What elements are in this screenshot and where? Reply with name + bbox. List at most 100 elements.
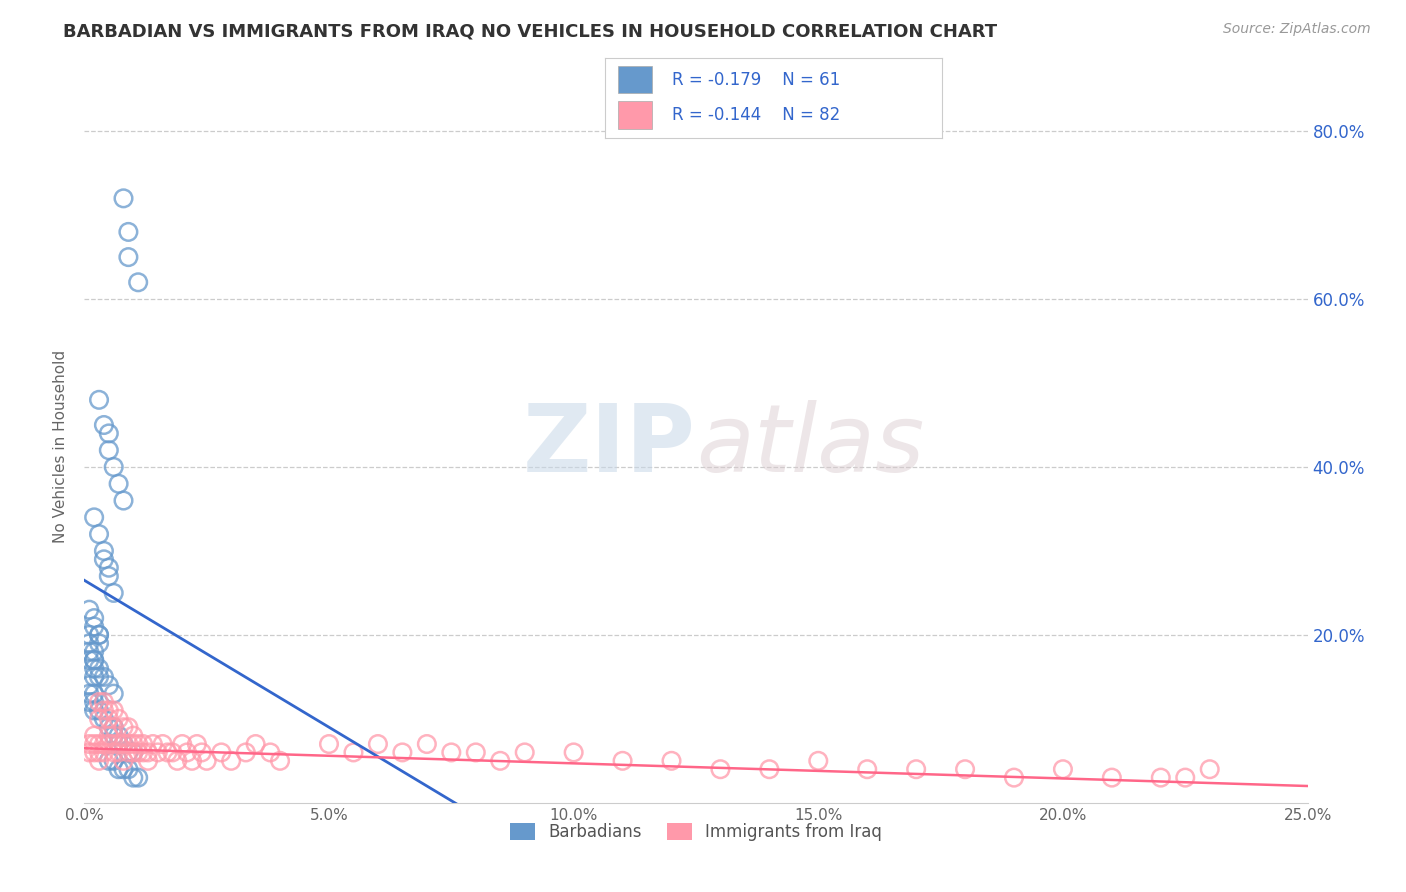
Point [162, 746, 184, 760]
Point [97, 729, 120, 743]
Point [112, 493, 135, 508]
Point [87, 746, 110, 760]
Point [489, 754, 512, 768]
Point [195, 754, 218, 768]
Point [107, 476, 129, 491]
Legend: Barbadians, Immigrants from Iraq: Barbadians, Immigrants from Iraq [503, 816, 889, 848]
Point [146, 746, 169, 760]
Point [77, 603, 100, 617]
Text: R = -0.144    N = 82: R = -0.144 N = 82 [672, 106, 841, 124]
Point [176, 746, 198, 760]
Point [97, 712, 120, 726]
Point [83, 510, 105, 524]
Text: R = -0.179    N = 61: R = -0.179 N = 61 [672, 70, 841, 88]
Point [122, 729, 145, 743]
Point [77, 628, 100, 642]
Point [142, 737, 165, 751]
Point [83, 619, 105, 633]
Point [107, 737, 129, 751]
Point [103, 746, 125, 760]
Point [83, 661, 105, 675]
Point [93, 670, 115, 684]
Point [87, 628, 110, 642]
Point [83, 746, 105, 760]
Point [136, 754, 159, 768]
Point [103, 586, 125, 600]
Point [103, 720, 125, 734]
Point [132, 746, 155, 760]
Point [107, 712, 129, 726]
Point [112, 737, 135, 751]
Point [107, 729, 129, 743]
Point [562, 746, 585, 760]
Point [1150, 771, 1173, 785]
Point [103, 703, 125, 717]
Point [612, 754, 634, 768]
Point [117, 225, 139, 239]
Point [103, 720, 125, 734]
Point [122, 746, 145, 760]
Point [127, 771, 149, 785]
Point [97, 754, 120, 768]
Point [181, 754, 204, 768]
Point [97, 703, 120, 717]
Point [87, 712, 110, 726]
Point [103, 729, 125, 743]
Point [464, 746, 486, 760]
Point [127, 275, 149, 289]
Point [93, 712, 115, 726]
Point [259, 746, 281, 760]
Point [87, 703, 110, 717]
Point [122, 771, 145, 785]
Text: Source: ZipAtlas.com: Source: ZipAtlas.com [1223, 22, 1371, 37]
Point [93, 552, 115, 566]
Point [83, 611, 105, 625]
Point [83, 653, 105, 667]
Point [83, 670, 105, 684]
Text: BARBADIAN VS IMMIGRANTS FROM IRAQ NO VEHICLES IN HOUSEHOLD CORRELATION CHART: BARBADIAN VS IMMIGRANTS FROM IRAQ NO VEH… [63, 22, 997, 40]
Text: ZIP: ZIP [523, 400, 696, 492]
Point [112, 754, 135, 768]
Point [416, 737, 439, 751]
Point [87, 636, 110, 650]
Point [103, 754, 125, 768]
Point [83, 653, 105, 667]
Point [856, 762, 879, 776]
Point [77, 636, 100, 650]
Point [97, 569, 120, 583]
Point [87, 628, 110, 642]
Point [342, 746, 364, 760]
Point [367, 737, 389, 751]
Text: atlas: atlas [696, 401, 924, 491]
Point [83, 729, 105, 743]
Point [807, 754, 830, 768]
Point [209, 746, 232, 760]
Point [953, 762, 976, 776]
Point [136, 746, 159, 760]
Point [1174, 771, 1197, 785]
Point [83, 737, 105, 751]
Point [112, 720, 135, 734]
Point [127, 746, 149, 760]
Point [77, 737, 100, 751]
Point [93, 746, 115, 760]
Point [122, 746, 145, 760]
Point [117, 762, 139, 776]
Point [112, 191, 135, 205]
Point [117, 746, 139, 760]
Point [97, 443, 120, 458]
Point [166, 754, 188, 768]
Point [83, 645, 105, 659]
Bar [619, 102, 652, 128]
Point [758, 762, 780, 776]
Point [117, 250, 139, 264]
Point [93, 544, 115, 558]
Point [77, 678, 100, 692]
Point [513, 746, 536, 760]
Point [112, 762, 135, 776]
Bar [619, 66, 652, 94]
Point [87, 670, 110, 684]
Point [132, 737, 155, 751]
Point [93, 695, 115, 709]
Point [103, 737, 125, 751]
